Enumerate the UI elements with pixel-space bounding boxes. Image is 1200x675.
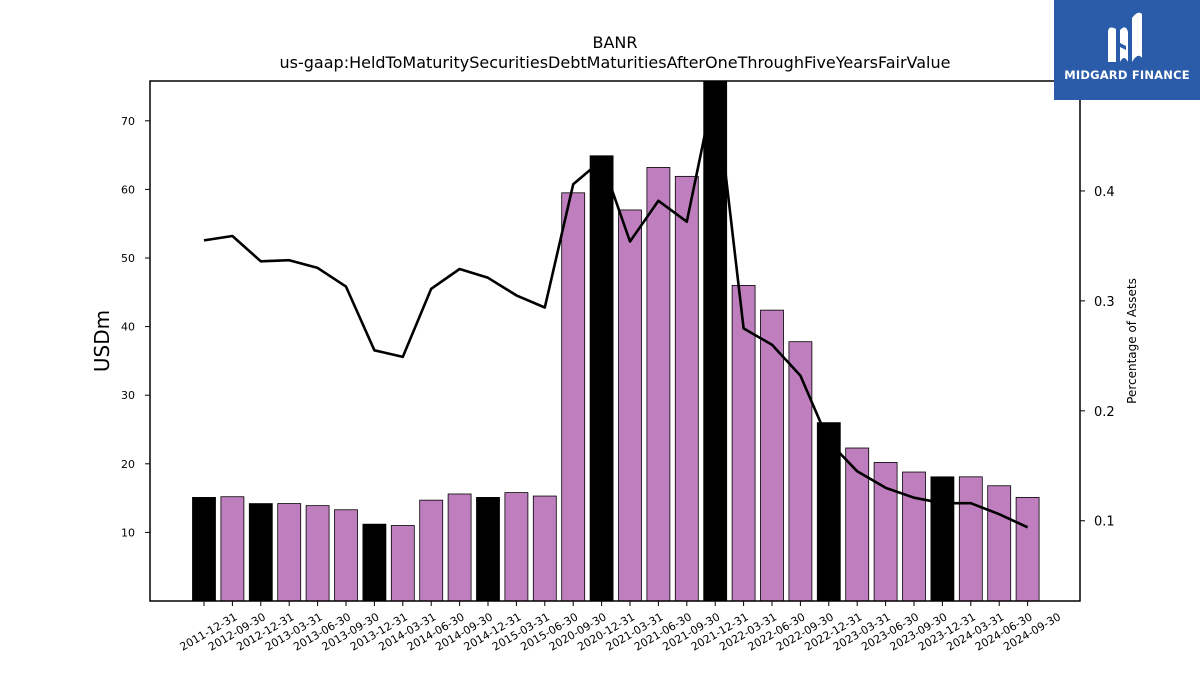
y-axis-label: USDm [90, 310, 114, 372]
chart-subtitle: us-gaap:HeldToMaturitySecuritiesDebtMatu… [280, 53, 951, 72]
bar [987, 485, 1012, 602]
bar [930, 476, 955, 602]
bar [674, 175, 699, 602]
y-tick-label: 30 [121, 389, 135, 402]
y-tick-label: 20 [121, 458, 135, 471]
bar [958, 476, 983, 602]
bar [902, 471, 926, 602]
y-tick-label: 10 [121, 526, 135, 539]
bar [277, 503, 302, 602]
y2-axis-label: Percentage of Assets [1125, 278, 1139, 404]
y-tick-label: 40 [121, 321, 135, 334]
brand-logo: MIDGARD FINANCE [1054, 0, 1200, 100]
y2-tick-label: 0.3 [1094, 295, 1115, 310]
bar [192, 497, 216, 602]
bar [390, 525, 415, 602]
logo-mark-icon [1108, 12, 1142, 63]
bar [476, 497, 500, 602]
logo-text: MIDGARD FINANCE [1064, 68, 1190, 82]
bar [1015, 497, 1040, 602]
bars-layer [192, 80, 1040, 602]
plot-frame [149, 80, 1081, 602]
chart-title: BANR [592, 33, 637, 52]
bar [532, 495, 557, 602]
y-tick-label: 50 [121, 252, 135, 265]
bar [419, 499, 444, 602]
bar [305, 505, 330, 602]
bar [788, 341, 813, 602]
bar [362, 523, 387, 602]
y2-tick-label: 0.2 [1094, 405, 1115, 420]
bar [504, 492, 529, 602]
bar [618, 209, 642, 602]
series-line [203, 83, 1029, 529]
bar [248, 503, 273, 602]
bar [220, 496, 245, 602]
bar [447, 493, 472, 602]
bar [561, 192, 586, 602]
bar [646, 167, 671, 602]
y2-tick-label: 0.1 [1094, 515, 1115, 530]
y-tick-label: 60 [121, 183, 135, 196]
bar [334, 509, 358, 602]
bar [589, 155, 614, 602]
y2-tick-label: 0.4 [1094, 185, 1115, 200]
line-layer [203, 83, 1029, 529]
y-tick-label: 70 [121, 115, 135, 128]
